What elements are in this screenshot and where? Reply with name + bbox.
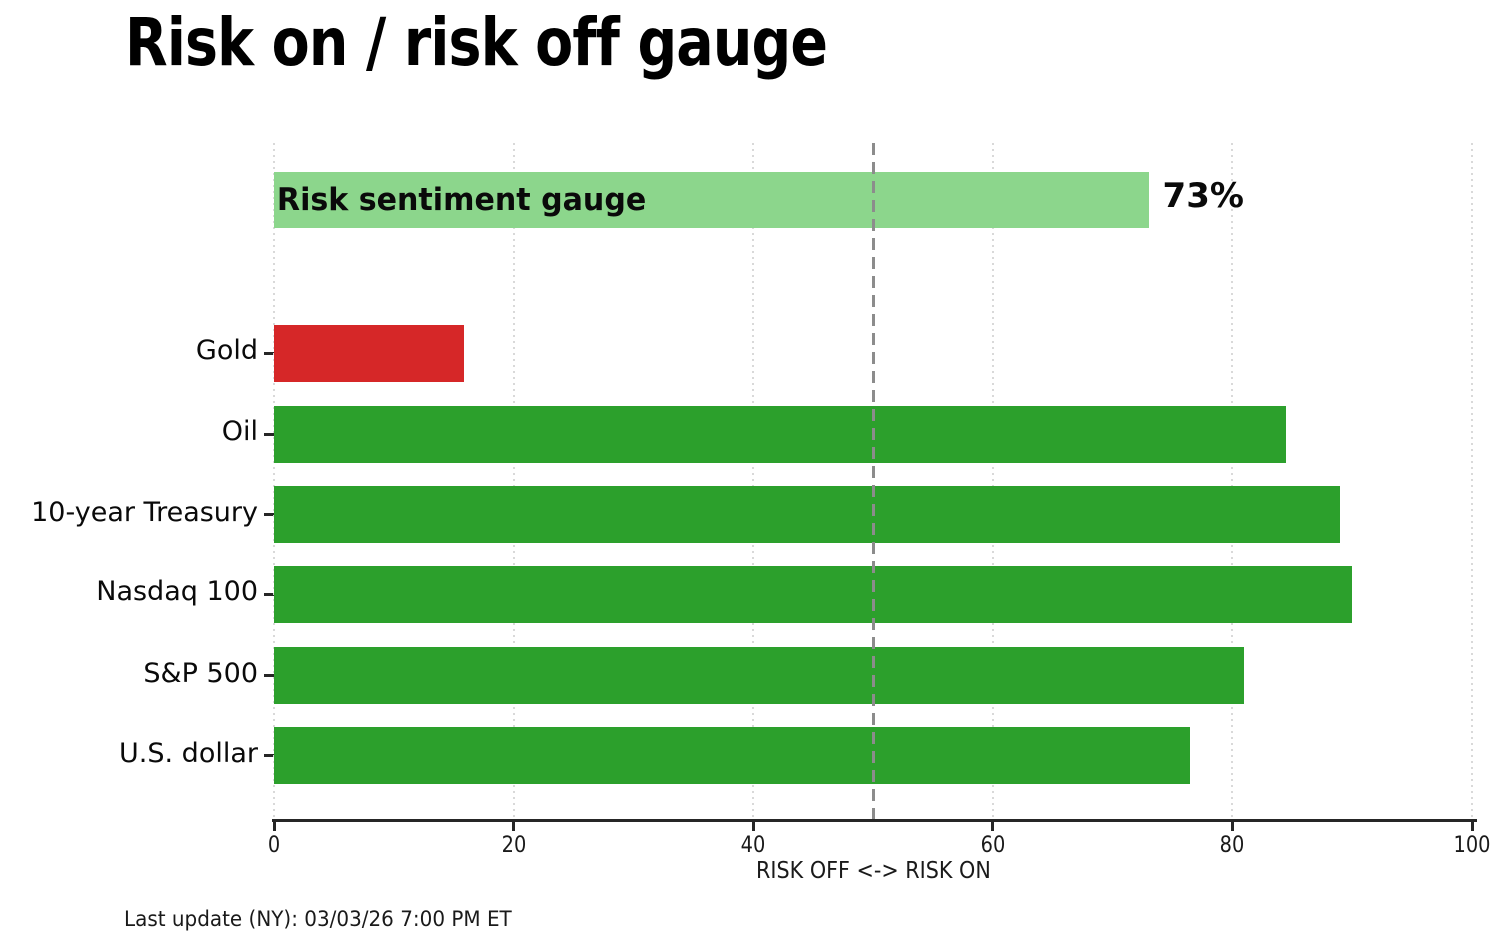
gridline-x-20: [512, 143, 515, 819]
bar-oil: [274, 405, 1287, 463]
bar-s-p-500: [274, 647, 1245, 704]
category-label-nasdaq-100: Nasdaq 100: [96, 576, 258, 607]
x-tick-100: [1470, 822, 1474, 831]
threshold-dashed-line: [871, 143, 875, 819]
x-tick-20: [512, 822, 516, 831]
gridline-x-100: [1471, 143, 1473, 819]
bar-nasdaq-100: [274, 565, 1353, 623]
chart-title: Risk on / risk off gauge: [125, 4, 961, 81]
y-tick-gold: [264, 351, 274, 355]
gridline-x-40: [752, 143, 755, 819]
category-label-s-p-500: S&P 500: [143, 657, 258, 689]
risk-sentiment-gauge-value: 73%: [1162, 176, 1244, 216]
category-label-oil: Oil: [221, 416, 258, 447]
plot-area: Risk sentiment gauge: [273, 143, 1473, 819]
bar-u-s-dollar: [274, 727, 1191, 784]
risk-sentiment-gauge-label: Risk sentiment gauge: [276, 182, 647, 218]
category-label-10-year-treasury: 10-year Treasury: [31, 496, 258, 528]
last-update-text: Last update (NY): 03/03/26 7:00 PM ET: [124, 907, 512, 931]
y-tick-10-year-treasury: [264, 513, 274, 516]
category-label-gold: Gold: [195, 335, 258, 366]
y-tick-nasdaq-100: [264, 592, 274, 596]
category-label-u-s-dollar: U.S. dollar: [119, 737, 258, 769]
x-tick-label-80: 80: [1220, 833, 1245, 858]
x-tick-label-0: 0: [267, 833, 281, 858]
bar-gold: [274, 324, 465, 382]
x-tick-0: [272, 822, 276, 831]
y-tick-oil: [264, 432, 274, 436]
x-tick-60: [991, 822, 995, 831]
y-tick-u-s-dollar: [264, 754, 274, 757]
gridline-x-60: [991, 143, 994, 819]
x-axis-line: [272, 819, 1477, 822]
risk-sentiment-gauge-bar: Risk sentiment gauge: [274, 172, 1149, 228]
x-tick-label-20: 20: [501, 833, 526, 858]
x-tick-80: [1230, 822, 1234, 831]
x-tick-40: [751, 822, 755, 831]
x-tick-label-40: 40: [740, 833, 766, 858]
bar-10-year-treasury: [274, 486, 1341, 543]
x-tick-label-60: 60: [980, 833, 1006, 858]
gridline-x-0: [273, 143, 275, 819]
y-tick-s-p-500: [264, 674, 274, 677]
x-tick-label-100: 100: [1453, 833, 1491, 858]
gridline-x-80: [1231, 143, 1234, 819]
x-axis-label: RISK OFF <-> RISK ON: [755, 858, 991, 884]
chart-title-text: Risk on / risk off gauge: [125, 4, 828, 81]
